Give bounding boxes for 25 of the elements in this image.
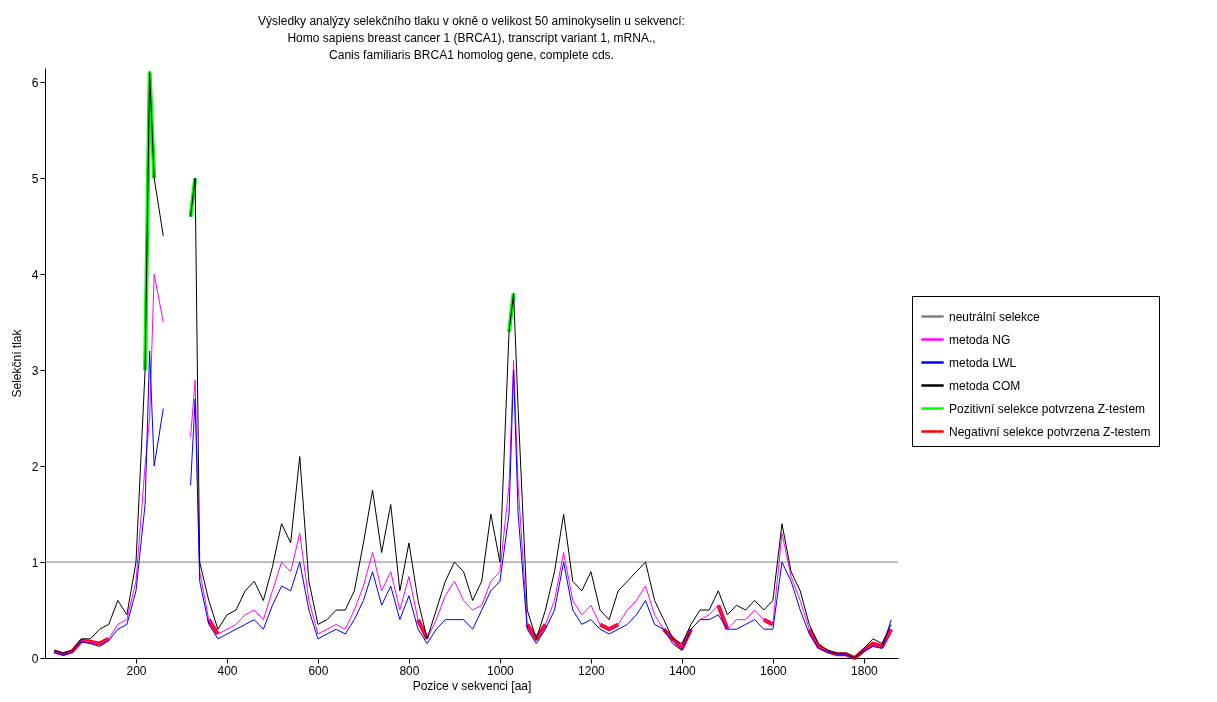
x-tick-label: 600: [308, 663, 329, 678]
y-tick-label: 3: [31, 363, 39, 378]
y-tick-label: 4: [31, 267, 39, 282]
legend-label: neutrální selekce: [949, 309, 1041, 324]
x-tick-label: 800: [399, 663, 420, 678]
x-tick-label: 1600: [760, 663, 788, 678]
legend-label: metoda COM: [949, 378, 1021, 393]
x-tick-label: 1400: [669, 663, 697, 678]
legend-label: Negativní selekce potvrzena Z-testem: [949, 424, 1151, 439]
x-axis-title: Pozice v sekvenci [aa]: [412, 678, 532, 693]
y-tick-label: 2: [31, 459, 39, 474]
y-tick-label: 6: [31, 75, 39, 90]
legend-label: metoda LWL: [949, 355, 1017, 370]
y-tick-label: 0: [31, 651, 39, 666]
x-tick-label: 400: [217, 663, 238, 678]
x-tick-label: 1200: [578, 663, 606, 678]
y-tick-label: 1: [31, 555, 39, 570]
y-axis-title: Selekční tlak: [9, 328, 24, 398]
x-tick-label: 200: [126, 663, 147, 678]
legend-label: metoda NG: [949, 332, 1011, 347]
x-tick-label: 1800: [851, 663, 879, 678]
x-tick-label: 1000: [487, 663, 515, 678]
legend-label: Pozitivní selekce potvrzena Z-testem: [949, 401, 1146, 416]
chart-title: Výsledky analýzy selekčního tlaku v okně o velikost 50 aminokyselin u sekvencí: Homo sapiens breast cancer 1 (BRCA1), transcript variant 1, mRNA., Canis familiaris BRCA1 homolog gene, complete cds.: [258, 14, 685, 62]
y-tick-label: 5: [31, 171, 39, 186]
